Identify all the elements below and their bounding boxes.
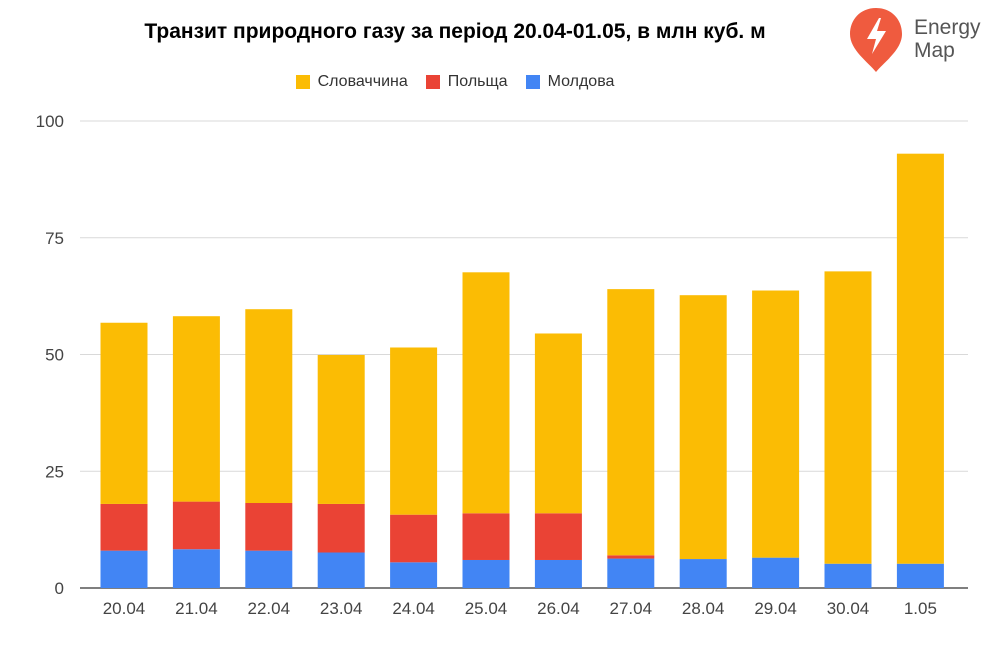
bar-segment <box>390 562 438 588</box>
x-tick-label: 26.04 <box>537 599 580 618</box>
y-tick-label: 75 <box>45 229 64 248</box>
bar-segment <box>390 347 438 515</box>
logo-text: Energy Map <box>914 16 981 62</box>
bar-segment <box>462 513 510 560</box>
legend-label: Польща <box>447 73 508 90</box>
bar-segment <box>172 316 220 502</box>
legend: Словаччина Польща Молдова <box>0 73 910 91</box>
bar-segment <box>824 271 872 564</box>
bar-segment <box>317 503 365 553</box>
x-tick-label: 27.04 <box>610 599 653 618</box>
legend-item-poland: Польща <box>425 73 508 91</box>
bar-segment <box>896 153 944 564</box>
bar-segment <box>534 333 582 514</box>
legend-label: Словаччина <box>317 73 408 90</box>
logo-line-1: Energy <box>914 16 981 39</box>
legend-item-slovakia: Словаччина <box>295 73 408 91</box>
bar-segment <box>607 555 655 559</box>
bar-segment <box>679 559 727 588</box>
bar-segment <box>752 290 800 558</box>
legend-item-moldova: Молдова <box>525 73 615 91</box>
x-tick-label: 25.04 <box>465 599 508 618</box>
x-tick-label: 24.04 <box>392 599 435 618</box>
bar-segment <box>607 558 655 588</box>
bar-segment <box>534 559 582 588</box>
bar-segment <box>752 557 800 588</box>
bar-segment <box>172 549 220 588</box>
legend-label: Молдова <box>547 73 615 90</box>
map-pin-lightning-icon <box>850 8 902 72</box>
y-tick-label: 25 <box>45 462 64 481</box>
y-tick-label: 50 <box>45 346 64 365</box>
bar-segment <box>100 550 148 588</box>
bar-segment <box>172 501 220 550</box>
chart-title: Транзит природного газу за період 20.04-… <box>144 20 766 43</box>
x-axis-ticks: 20.04 21.04 22.04 23.04 24.04 25.04 26.04 27.04… <box>103 599 937 618</box>
x-tick-label: 22.04 <box>248 599 291 618</box>
y-axis-ticks: 0 25 50 75 100 <box>36 112 64 598</box>
bar-segment <box>534 513 582 560</box>
bar-segment <box>824 563 872 588</box>
x-tick-label: 29.04 <box>754 599 797 618</box>
legend-swatch <box>525 75 540 89</box>
bar-segment <box>317 552 365 588</box>
bar-segment <box>896 563 944 588</box>
x-tick-label: 28.04 <box>682 599 725 618</box>
bars <box>100 153 944 588</box>
bar-segment <box>317 354 365 504</box>
bar-segment <box>245 503 293 551</box>
bar-segment <box>245 550 293 588</box>
bar-segment <box>245 309 293 504</box>
bar-segment <box>462 272 510 514</box>
logo-line-2: Map <box>914 39 955 62</box>
y-tick-label: 100 <box>36 112 64 131</box>
bar-segment <box>607 289 655 556</box>
x-tick-label: 30.04 <box>827 599 870 618</box>
bar-segment <box>462 559 510 588</box>
x-tick-label: 21.04 <box>175 599 218 618</box>
y-tick-label: 0 <box>55 579 64 598</box>
x-tick-label: 20.04 <box>103 599 146 618</box>
legend-swatch <box>295 75 310 89</box>
energy-map-logo: Energy Map <box>848 6 998 76</box>
bar-segment <box>100 503 148 551</box>
gridlines <box>80 120 968 589</box>
legend-swatch <box>425 75 440 89</box>
bar-segment <box>390 514 438 563</box>
bar-segment <box>100 322 148 504</box>
bar-segment <box>679 295 727 560</box>
x-tick-label: 23.04 <box>320 599 363 618</box>
x-tick-label: 1.05 <box>904 599 937 618</box>
